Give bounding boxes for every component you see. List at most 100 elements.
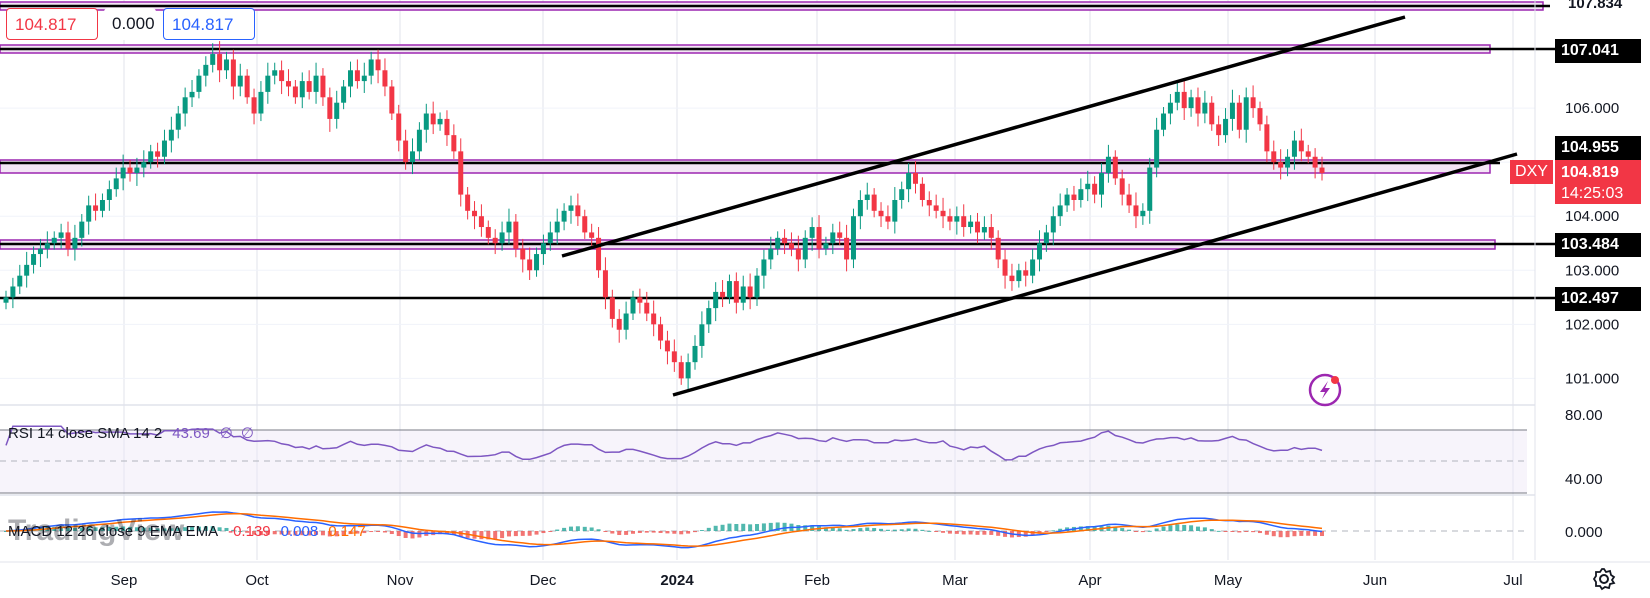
candle-body: [182, 97, 188, 114]
macd-hist-bar: [114, 526, 119, 531]
candle-body: [1264, 124, 1270, 152]
price-label-107: 107.041: [1555, 39, 1641, 63]
candle-body: [837, 232, 843, 238]
candle-body: [1257, 108, 1263, 125]
candle-body: [589, 232, 595, 238]
candle-body: [451, 135, 457, 152]
candle-body: [912, 172, 918, 184]
macd-hist-bar: [892, 529, 897, 531]
macd-hist-bar: [155, 528, 160, 531]
macd-hist-bar: [644, 531, 649, 533]
macd-hist-bar: [968, 531, 973, 535]
y-tick-label: 101.000: [1565, 370, 1619, 387]
macd-hist-bar: [837, 528, 842, 531]
macd-hist-bar: [1285, 531, 1290, 538]
macd-hist-bar: [906, 528, 911, 531]
candle-body: [547, 232, 553, 244]
candle-body: [1319, 167, 1325, 173]
candle-body: [389, 86, 395, 114]
macd-hist-bar: [534, 531, 539, 535]
macd-hist-bar: [1223, 531, 1228, 532]
macd-hist-bar: [134, 527, 139, 531]
time-axis[interactable]: Sep Oct Nov Dec 2024 Feb Mar Apr May Jun Jul: [111, 572, 1523, 589]
macd-hist-bar: [369, 531, 374, 533]
candle-body: [285, 81, 291, 87]
candle-body: [189, 91, 195, 98]
candle-body: [1236, 102, 1242, 130]
candle-body: [341, 86, 347, 103]
macd-hist-bar: [775, 522, 780, 531]
macd-hist-bar: [865, 527, 870, 531]
candle-body: [906, 172, 912, 190]
macd-hist-bar: [238, 530, 243, 532]
macd-hist-bar: [637, 531, 642, 533]
x-tick-label: Jun: [1363, 572, 1387, 589]
candle-body: [768, 248, 774, 260]
x-tick-label: May: [1214, 572, 1243, 589]
candle-body: [1291, 140, 1297, 157]
lightning-icon[interactable]: [1308, 373, 1342, 407]
macd-hist-bar: [706, 527, 711, 531]
candle-body: [520, 248, 526, 260]
x-tick-label: 2024: [660, 572, 694, 589]
candle-body: [437, 118, 443, 125]
candle-body: [1278, 162, 1284, 168]
macd-hist-bar: [1127, 529, 1132, 531]
price-axis[interactable]: 106.000105.000104.000103.000102.000101.0…: [1565, 100, 1619, 387]
macd-hist-bar: [562, 527, 567, 531]
rsi-legend[interactable]: RSI 14 close SMA 14 2 43.69 ∅ ∅: [8, 425, 254, 442]
candle-body: [444, 118, 450, 136]
candle-body: [1050, 216, 1056, 233]
ask-price-box[interactable]: 104.817: [163, 8, 255, 40]
macd-hist-bar: [603, 531, 608, 532]
macd-hist-bar: [389, 531, 394, 535]
candle-body: [1078, 189, 1084, 200]
candle-body: [72, 237, 78, 249]
channel-lower-line[interactable]: [672, 152, 1518, 397]
macd-hist-bar: [479, 531, 484, 540]
x-tick-label: Oct: [245, 572, 269, 589]
candle-body: [334, 102, 340, 119]
macd-hist-bar: [1195, 526, 1200, 531]
macd-legend[interactable]: MACD 12 26 close 9 EMA EMA -0.139 0.008 0.1…: [8, 523, 366, 540]
macd-hist-bar: [555, 529, 560, 531]
candle-body: [1071, 194, 1077, 200]
settings-gear-icon[interactable]: [1592, 567, 1616, 591]
candle-body: [223, 59, 229, 71]
macd-hist-bar: [610, 531, 615, 534]
candle-body: [1285, 156, 1291, 168]
macd-hist-bar: [293, 531, 298, 536]
macd-hist-bar: [500, 531, 505, 539]
candle-body: [1002, 259, 1008, 276]
macd-hist-bar: [630, 531, 635, 534]
macd-hist-bar: [755, 524, 760, 531]
candle-body: [795, 248, 801, 260]
bid-price-box[interactable]: 104.817: [6, 8, 98, 40]
macd-histogram: [4, 522, 1324, 540]
macd-hist-bar: [582, 526, 587, 531]
candle-body: [86, 205, 92, 222]
candle-body: [272, 70, 278, 76]
macd-hist-bar: [1189, 525, 1194, 531]
macd-hist-bar: [100, 527, 105, 531]
candle-body: [320, 75, 326, 98]
macd-hist-bar: [589, 527, 594, 531]
macd-hist-bar: [1051, 530, 1056, 532]
candle-body: [1023, 270, 1029, 276]
macd-hist-bar: [66, 527, 71, 531]
macd-hist-bar: [1058, 528, 1063, 531]
candle-body: [554, 221, 560, 233]
macd-hist-bar: [272, 531, 277, 535]
channel-upper-line[interactable]: [561, 15, 1406, 258]
candle-body: [761, 259, 767, 276]
candle-body: [3, 297, 9, 303]
candle-body: [196, 75, 202, 92]
macd-hist-bar: [1278, 531, 1283, 538]
candle-body: [244, 75, 250, 98]
macd-hist-bar: [1230, 531, 1235, 532]
macd-hist-bar: [872, 528, 877, 531]
candle-body: [127, 167, 133, 173]
candle-body: [299, 81, 305, 98]
candle-body: [423, 113, 429, 130]
